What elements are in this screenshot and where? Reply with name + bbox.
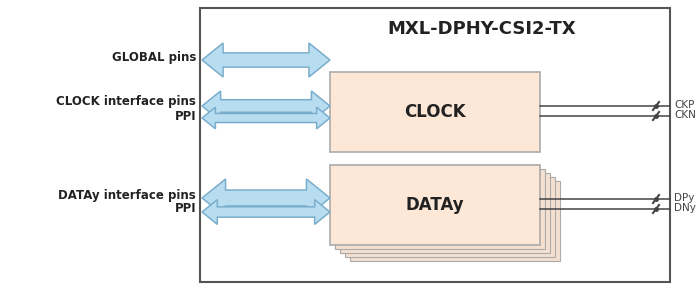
Bar (330, 72, 540, 152)
Bar (335, 169, 545, 249)
Text: DATAy: DATAy (406, 196, 464, 214)
Text: MXL-DPHY-CSI2-TX: MXL-DPHY-CSI2-TX (388, 20, 576, 38)
Text: DATAy interface pins: DATAy interface pins (58, 188, 196, 202)
Text: DNy: DNy (674, 203, 696, 213)
Text: PPI: PPI (174, 110, 196, 122)
Text: CLOCK: CLOCK (404, 103, 466, 121)
Text: GLOBAL pins: GLOBAL pins (111, 52, 196, 64)
Bar (350, 181, 560, 261)
Bar (200, 8, 670, 282)
Polygon shape (202, 107, 330, 129)
Polygon shape (202, 43, 330, 77)
Polygon shape (202, 200, 330, 224)
Text: CKP: CKP (674, 100, 694, 110)
Polygon shape (202, 91, 330, 121)
Text: DPy: DPy (674, 193, 694, 203)
Text: PPI: PPI (174, 202, 196, 215)
Text: CLOCK interface pins: CLOCK interface pins (56, 95, 196, 108)
Bar (330, 165, 540, 245)
Bar (340, 173, 550, 253)
Bar (345, 177, 555, 257)
Text: CKN: CKN (674, 110, 696, 120)
Polygon shape (202, 179, 330, 217)
